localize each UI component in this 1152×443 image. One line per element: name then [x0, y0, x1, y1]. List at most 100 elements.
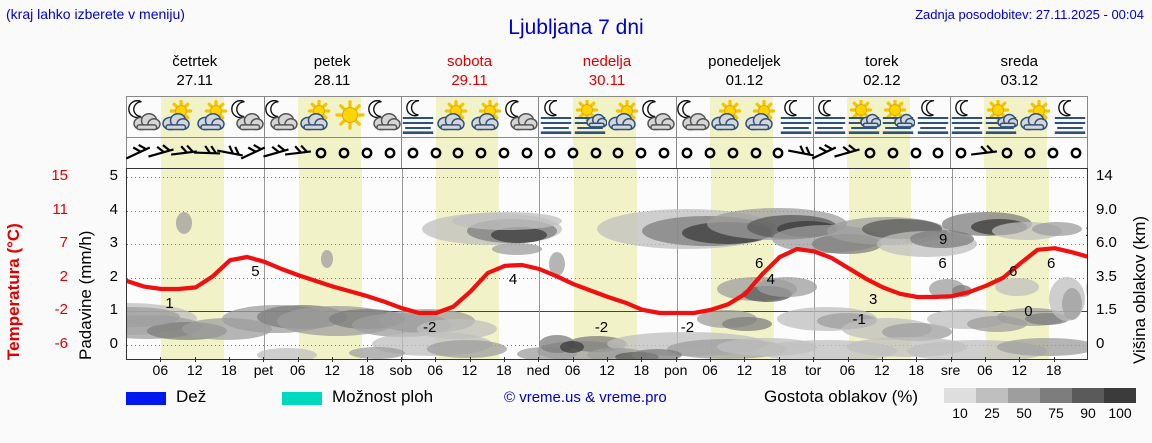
- time-tick-label: pet: [253, 362, 274, 378]
- calm-wind-icon: [716, 138, 750, 168]
- sun-cloud-icon: [744, 99, 778, 134]
- cloud-density-tick-label: 90: [1080, 405, 1096, 421]
- wind-barb-icon: [784, 138, 818, 168]
- time-tick-mark: [229, 357, 231, 362]
- day-date: 30.11: [588, 72, 626, 89]
- time-tick-label: 18: [770, 362, 787, 378]
- sun-cloud-icon: [710, 99, 744, 134]
- time-tick-mark: [984, 357, 986, 362]
- time-tick-label: sob: [389, 362, 413, 378]
- time-tick-mark: [503, 357, 505, 362]
- calm-wind-icon: [921, 138, 955, 168]
- time-tick-mark: [1019, 357, 1021, 362]
- moon-fog-icon: [916, 99, 950, 135]
- cloud-tick-label: 1.5: [1096, 301, 1117, 319]
- calm-wind-icon: [1036, 138, 1070, 168]
- time-tick-mark: [641, 357, 643, 362]
- time-tick-mark: [366, 357, 368, 362]
- precip-tick-label: 2: [109, 267, 118, 285]
- sun-fog-icon: [573, 98, 608, 135]
- temperature-value-label: 4: [508, 271, 518, 288]
- temperature-value-label: 10: [1085, 223, 1087, 240]
- showers-legend-label: Možnost ploh: [332, 387, 434, 406]
- cloud-density-step: [1040, 388, 1072, 403]
- calm-wind-icon: [647, 138, 681, 168]
- day-gridline: [539, 169, 541, 359]
- temperature-axis-title: Temperatura (°C): [4, 223, 23, 360]
- time-tick-mark: [1053, 357, 1055, 362]
- daylight-band: [984, 138, 1047, 168]
- temp-tick-label: 11: [52, 200, 68, 218]
- wind-barb-band: [126, 138, 1088, 168]
- cloud-density-tick-label: 25: [984, 405, 1000, 421]
- copyright-link[interactable]: © vreme.us & vreme.pro: [504, 389, 667, 406]
- moon-fog-icon: [401, 99, 435, 135]
- moon-fog-icon: [539, 99, 573, 135]
- sun-cloud-icon: [1019, 99, 1053, 134]
- time-tick-mark: [297, 357, 299, 362]
- temperature-value-label: 9: [939, 231, 948, 248]
- day-header-sobota: sobota 29.11: [401, 52, 538, 92]
- cloud-tick-label: 6.0: [1096, 234, 1117, 252]
- calm-wind-icon: [304, 138, 338, 168]
- weather-icon-band: [126, 96, 1088, 138]
- temperature-value-label: -2: [680, 319, 695, 336]
- precip-axis-title: Padavine (mm/h): [76, 230, 95, 360]
- precip-tick-label: 5: [109, 167, 118, 184]
- time-tick-label: 12: [461, 362, 478, 378]
- time-tick-label: tor: [804, 362, 822, 378]
- day-header-torek: torek 02.12: [813, 52, 950, 92]
- day-name: četrtek: [172, 53, 218, 70]
- time-tick-mark: [194, 357, 196, 362]
- wind-barb-icon: [144, 138, 178, 168]
- moon-fog-icon: [950, 99, 984, 135]
- time-tick-mark: [469, 357, 471, 362]
- sun-fog-icon: [984, 98, 1019, 135]
- wind-barb-icon: [281, 138, 315, 168]
- day-gridline: [401, 169, 403, 359]
- rain-legend-label: Dež: [176, 387, 207, 406]
- time-tick-mark: [847, 357, 849, 362]
- wind-barb-icon: [236, 138, 270, 168]
- moon-fog-icon: [1053, 99, 1087, 135]
- cloud-density-tick-label: 50: [1016, 405, 1032, 421]
- temp-tick-label: 2: [59, 267, 68, 285]
- calm-wind-icon: [693, 138, 727, 168]
- horizontal-gridline: [127, 311, 1087, 313]
- time-tick-mark: [916, 357, 918, 362]
- temperature-value-label: -2: [594, 319, 609, 336]
- sun-cloud-icon: [299, 99, 333, 134]
- day-header-ponedeljek: ponedeljek 01.12: [676, 52, 813, 92]
- time-tick-mark: [332, 357, 334, 362]
- wind-barb-icon: [190, 138, 224, 168]
- cloud-density-legend-title: Gostota oblakov (%): [764, 387, 919, 406]
- sun-cloud-icon: [436, 99, 470, 134]
- horizontal-gridline: [127, 177, 1087, 178]
- last-update-label: Zadnja posodobitev: 27.11.2025 - 00:04: [915, 7, 1144, 22]
- day-separator: [264, 138, 266, 168]
- sun-cloud-icon: [470, 99, 504, 134]
- day-separator: [949, 138, 951, 168]
- time-tick-label: 06: [977, 362, 993, 378]
- temperature-value-label: 6: [1047, 255, 1056, 272]
- wind-barb-icon: [121, 138, 155, 168]
- cloud-density-step: [1072, 388, 1104, 403]
- cloud-density-colorbar: [944, 388, 1136, 403]
- time-tick-mark: [778, 357, 780, 362]
- calm-wind-icon: [899, 138, 933, 168]
- temperature-curve: [127, 246, 1087, 316]
- calm-wind-icon: [601, 138, 635, 168]
- day-name: torek: [865, 53, 899, 70]
- day-date: 01.12: [725, 72, 764, 89]
- cloud-density-step: [976, 388, 1008, 403]
- sun-cloud-icon: [607, 99, 641, 134]
- day-gridline: [676, 169, 678, 359]
- temperature-value-label: 6: [755, 255, 764, 272]
- temp-tick-label: -6: [54, 335, 68, 352]
- sun-fog-icon: [847, 98, 882, 135]
- time-tick-mark: [538, 357, 540, 362]
- temperature-value-label: 0: [1024, 303, 1033, 320]
- time-tick-mark: [607, 357, 608, 362]
- moon-cloud-icon: [367, 100, 401, 134]
